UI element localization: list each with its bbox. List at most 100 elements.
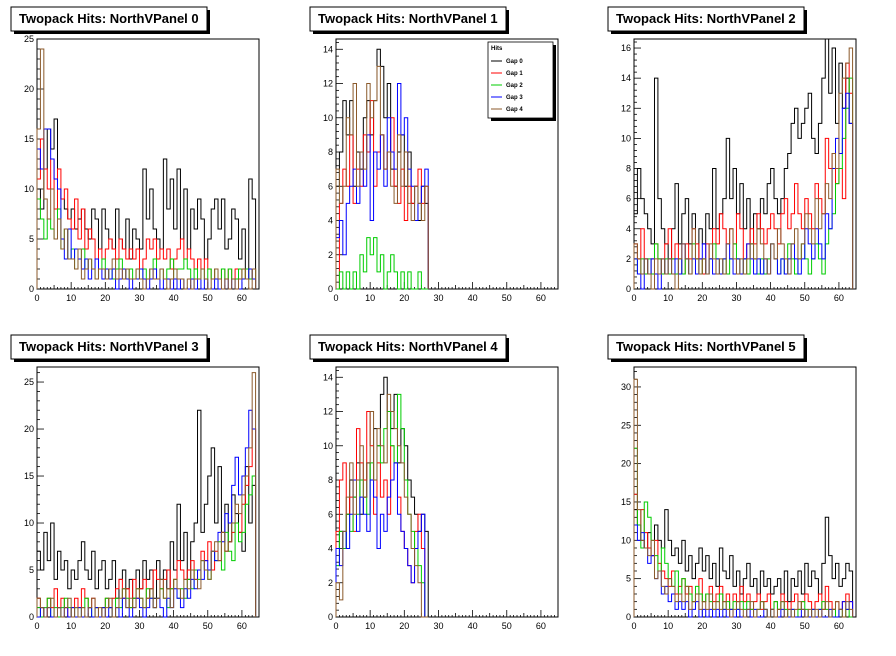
title-box — [309, 6, 507, 32]
histogram-series-1 — [633, 62, 854, 289]
x-tick-label: 40 — [169, 293, 179, 303]
histogram-series-4 — [335, 393, 429, 618]
title-box — [607, 6, 805, 32]
y-tick-label: 15 — [621, 497, 631, 507]
chart-panel-3: Twopack Hits: NorthVPanel 30 10 20 30 40 50 60… — [10, 334, 260, 631]
x-tick-label: 10 — [66, 621, 76, 631]
x-tick-label: 50 — [800, 621, 810, 631]
y-tick-label: 14 — [621, 73, 631, 83]
x-tick-label: 60 — [834, 621, 844, 631]
y-tick-label: 0 — [626, 612, 631, 622]
x-tick-label: 0 — [631, 293, 636, 303]
x-tick-label: 60 — [536, 293, 546, 303]
y-tick-label: 8 — [328, 475, 333, 485]
y-tick-label: 20 — [24, 84, 34, 94]
x-tick-label: 30 — [433, 621, 443, 631]
y-tick-label: 10 — [24, 518, 34, 528]
x-tick-label: 40 — [468, 621, 478, 631]
y-tick-label: 5 — [29, 234, 34, 244]
y-tick-label: 2 — [626, 254, 631, 264]
y-tick-label: 20 — [621, 459, 631, 469]
histogram-series-4 — [36, 48, 257, 290]
y-tick-label: 6 — [328, 181, 333, 191]
y-tick-label: 4 — [328, 544, 333, 554]
y-tick-label: 6 — [626, 194, 631, 204]
y-tick-label: 25 — [621, 420, 631, 430]
histogram-series-4 — [633, 378, 854, 618]
x-tick-label: 0 — [34, 293, 39, 303]
x-tick-label: 20 — [399, 293, 409, 303]
x-tick-label: 10 — [365, 293, 375, 303]
x-tick-label: 0 — [631, 621, 636, 631]
chart-title: Twopack Hits: NorthVPanel 2 — [616, 11, 796, 26]
legend-box — [487, 41, 554, 119]
y-tick-label: 10 — [323, 113, 333, 123]
legend-label-0: Gap 0 — [506, 59, 523, 65]
y-tick-label: 14 — [323, 372, 333, 382]
title-box — [10, 334, 208, 360]
plot-frame — [36, 38, 260, 290]
y-tick-label: 2 — [328, 578, 333, 588]
x-tick-label: 30 — [433, 293, 443, 303]
x-tick-label: 50 — [502, 293, 512, 303]
x-tick-label: 60 — [237, 621, 247, 631]
histogram-series-2 — [336, 237, 429, 290]
x-tick-label: 50 — [800, 293, 810, 303]
chart-title: Twopack Hits: NorthVPanel 3 — [19, 339, 199, 354]
x-tick-label: 20 — [100, 293, 110, 303]
x-tick-label: 30 — [134, 293, 144, 303]
title-box — [607, 334, 805, 360]
x-tick-label: 0 — [333, 621, 338, 631]
x-tick-label: 0 — [34, 621, 39, 631]
y-tick-label: 5 — [626, 574, 631, 584]
histogram-series-4 — [36, 372, 257, 618]
y-tick-label: 10 — [621, 133, 631, 143]
y-tick-label: 15 — [24, 471, 34, 481]
histogram-series-2 — [36, 475, 257, 618]
y-tick-label: 4 — [626, 224, 631, 234]
y-tick-label: 8 — [626, 164, 631, 174]
histogram-series-1 — [633, 493, 854, 617]
y-tick-label: 8 — [328, 147, 333, 157]
x-tick-label: 60 — [237, 293, 247, 303]
legend-label-4: Gap 4 — [506, 107, 523, 113]
chart-panel-5: Twopack Hits: NorthVPanel 50 10 20 30 40 50 60… — [607, 334, 857, 631]
x-tick-label: 30 — [731, 293, 741, 303]
legend-label-2: Gap 2 — [506, 83, 523, 89]
y-tick-label: 10 — [621, 535, 631, 545]
x-tick-label: 50 — [502, 621, 512, 631]
plot-frame — [335, 366, 559, 618]
x-tick-label: 0 — [333, 293, 338, 303]
x-tick-label: 20 — [697, 621, 707, 631]
y-tick-label: 5 — [29, 565, 34, 575]
x-tick-label: 30 — [134, 621, 144, 631]
y-tick-label: 25 — [24, 377, 34, 387]
y-tick-label: 10 — [323, 441, 333, 451]
title-box — [309, 334, 507, 360]
chart-title: Twopack Hits: NorthVPanel 5 — [616, 339, 796, 354]
histogram-series-3 — [335, 462, 429, 618]
x-tick-label: 40 — [766, 293, 776, 303]
y-tick-label: 15 — [24, 134, 34, 144]
y-tick-label: 16 — [621, 43, 631, 53]
y-tick-label: 20 — [24, 424, 34, 434]
chart-title: Twopack Hits: NorthVPanel 1 — [318, 11, 498, 26]
plot-frame — [633, 38, 857, 290]
plot-frame — [633, 366, 857, 618]
chart-panel-1: Twopack Hits: NorthVPanel 10 10 20 30 40 50 60… — [309, 6, 559, 303]
x-tick-label: 10 — [663, 293, 673, 303]
legend-label-1: Gap 1 — [506, 71, 523, 77]
x-tick-label: 50 — [203, 621, 213, 631]
x-tick-label: 20 — [100, 621, 110, 631]
title-box — [10, 6, 208, 32]
histogram-series-0 — [36, 409, 257, 617]
histogram-series-4 — [335, 65, 429, 289]
chart-panel-0: Twopack Hits: NorthVPanel 00 10 20 30 40 50 60… — [10, 6, 260, 303]
x-tick-label: 10 — [66, 293, 76, 303]
legend-label-3: Gap 3 — [506, 95, 523, 101]
y-tick-label: 0 — [29, 612, 34, 622]
chart-title: Twopack Hits: NorthVPanel 4 — [318, 339, 498, 354]
y-tick-label: 12 — [323, 79, 333, 89]
chart-panel-4: Twopack Hits: NorthVPanel 40 10 20 30 40 50 60… — [309, 334, 559, 631]
